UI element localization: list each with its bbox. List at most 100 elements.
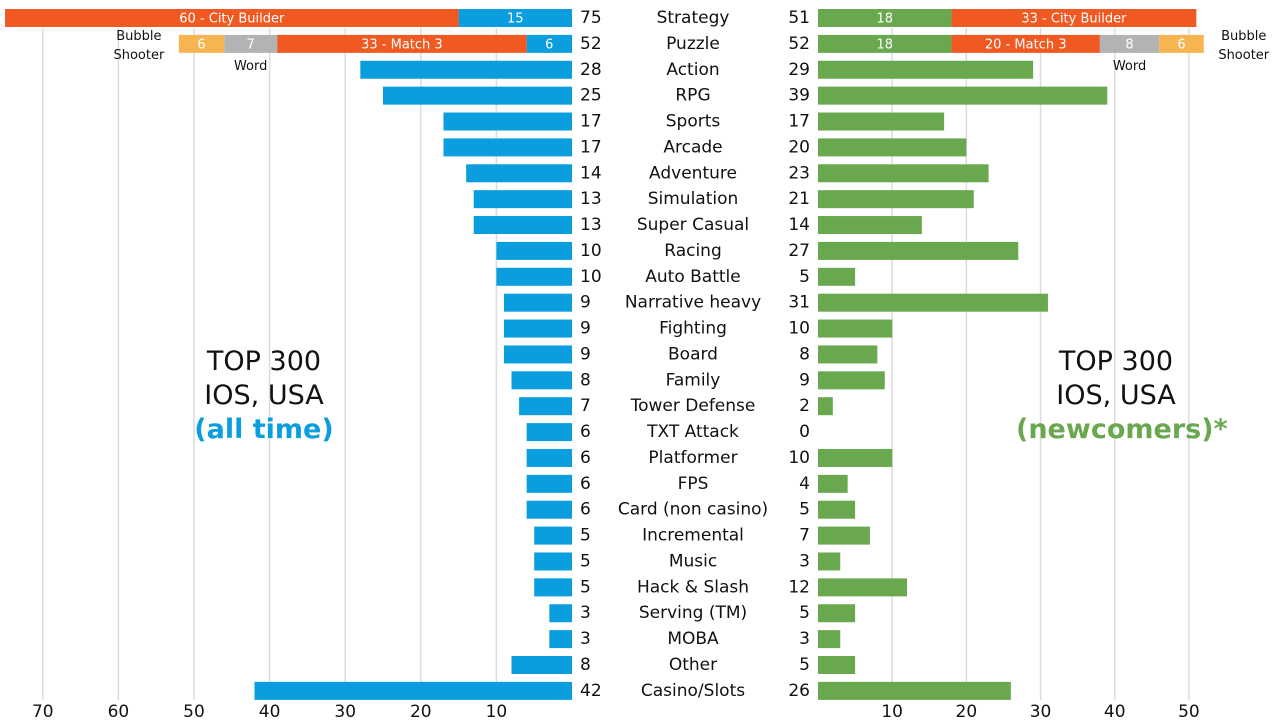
bar (526, 500, 572, 519)
bar-segment (178, 34, 225, 53)
category-label: Board (668, 344, 718, 364)
bar (511, 371, 572, 390)
segment-label: 60 - City Builder (179, 12, 285, 27)
category-label: Narrative heavy (625, 293, 761, 313)
bar (443, 112, 572, 131)
bar (818, 267, 856, 286)
value-label: 28 (580, 60, 602, 80)
panel-title: TOP 300 IOS, USA (1056, 346, 1176, 411)
segment-label: 6 (1177, 37, 1185, 52)
value-label: 14 (580, 163, 602, 183)
value-label: 20 (788, 137, 810, 157)
bar (818, 164, 989, 183)
segment-note: Word (1112, 58, 1147, 74)
bar (818, 216, 922, 235)
category-label: Platformer (648, 448, 737, 468)
bar (818, 293, 1048, 312)
value-label: 10 (788, 448, 810, 468)
bar (534, 552, 572, 571)
bar (818, 500, 856, 519)
value-label: 5 (799, 655, 810, 675)
value-label: 0 (799, 422, 810, 442)
value-label: 10 (580, 267, 602, 287)
panel-heading: TOP 300 IOS, USA (newcomers)* (1016, 345, 1228, 447)
value-label: 8 (799, 344, 810, 364)
bar (473, 216, 572, 235)
category-label: Arcade (663, 137, 722, 157)
value-label: 8 (580, 655, 591, 675)
segment-note: Bubble Shooter (113, 28, 165, 63)
value-label: 5 (799, 500, 810, 520)
category-label: TXT Attack (646, 422, 739, 442)
bar (818, 138, 967, 157)
segment-label: 33 - City Builder (1021, 12, 1127, 27)
value-label: 17 (580, 137, 602, 157)
bar (519, 397, 572, 416)
bar-segment (951, 34, 1100, 53)
bar (503, 319, 572, 338)
value-label: 5 (580, 551, 591, 571)
bar (503, 293, 572, 312)
value-label: 21 (788, 189, 810, 209)
category-label: Other (669, 655, 717, 675)
segment-note: Bubble Shooter (1218, 28, 1270, 63)
bar (534, 578, 572, 597)
value-label: 75 (580, 8, 602, 28)
x-tick-label: 40 (1104, 702, 1126, 722)
value-label: 29 (788, 60, 810, 80)
value-label: 51 (788, 8, 810, 28)
value-label: 25 (580, 86, 602, 106)
bar (818, 112, 945, 131)
value-label: 17 (788, 112, 810, 132)
bar (526, 448, 572, 467)
bar (466, 164, 572, 183)
segment-label: 18 (876, 37, 893, 52)
value-label: 52 (788, 34, 810, 54)
bar (526, 423, 572, 442)
category-label: Casino/Slots (641, 681, 745, 701)
x-tick-label: 70 (32, 702, 54, 722)
category-label: Incremental (642, 526, 744, 546)
bar (443, 138, 572, 157)
bar-segment (5, 9, 459, 27)
value-label: 42 (580, 681, 602, 701)
bar (549, 604, 572, 623)
value-label: 8 (580, 370, 591, 390)
category-label: Sports (666, 112, 721, 132)
bar (818, 371, 885, 390)
value-label: 3 (580, 629, 591, 649)
panel-subtitle: (all time) (194, 414, 334, 445)
value-label: 3 (799, 629, 810, 649)
segment-label: 15 (507, 12, 524, 27)
bar (818, 578, 908, 597)
category-label: Puzzle (666, 34, 720, 54)
value-label: 13 (580, 189, 602, 209)
value-label: 26 (788, 681, 810, 701)
bar (503, 345, 572, 364)
category-label: Fighting (659, 319, 727, 339)
panel-title: TOP 300 IOS, USA (204, 346, 324, 411)
category-label: MOBA (667, 629, 719, 649)
bar (496, 267, 572, 286)
bar (818, 397, 833, 416)
segment-label: 6 (197, 37, 205, 52)
category-label: Action (666, 60, 719, 80)
segment-label: 6 (545, 37, 553, 52)
bar (383, 86, 572, 105)
value-label: 5 (580, 526, 591, 546)
bar (818, 86, 1108, 105)
segment-label: 8 (1125, 37, 1133, 52)
value-label: 12 (788, 577, 810, 597)
value-label: 31 (788, 293, 810, 313)
category-label: Auto Battle (645, 267, 740, 287)
value-label: 3 (580, 603, 591, 623)
x-tick-label: 10 (881, 702, 903, 722)
x-tick-label: 20 (410, 702, 432, 722)
category-label: RPG (675, 86, 710, 106)
bar (526, 474, 572, 493)
bar-segment (1159, 34, 1204, 53)
bar (534, 526, 572, 545)
bar (818, 604, 856, 623)
x-tick-label: 40 (259, 702, 281, 722)
segment-label: 18 (876, 12, 893, 27)
